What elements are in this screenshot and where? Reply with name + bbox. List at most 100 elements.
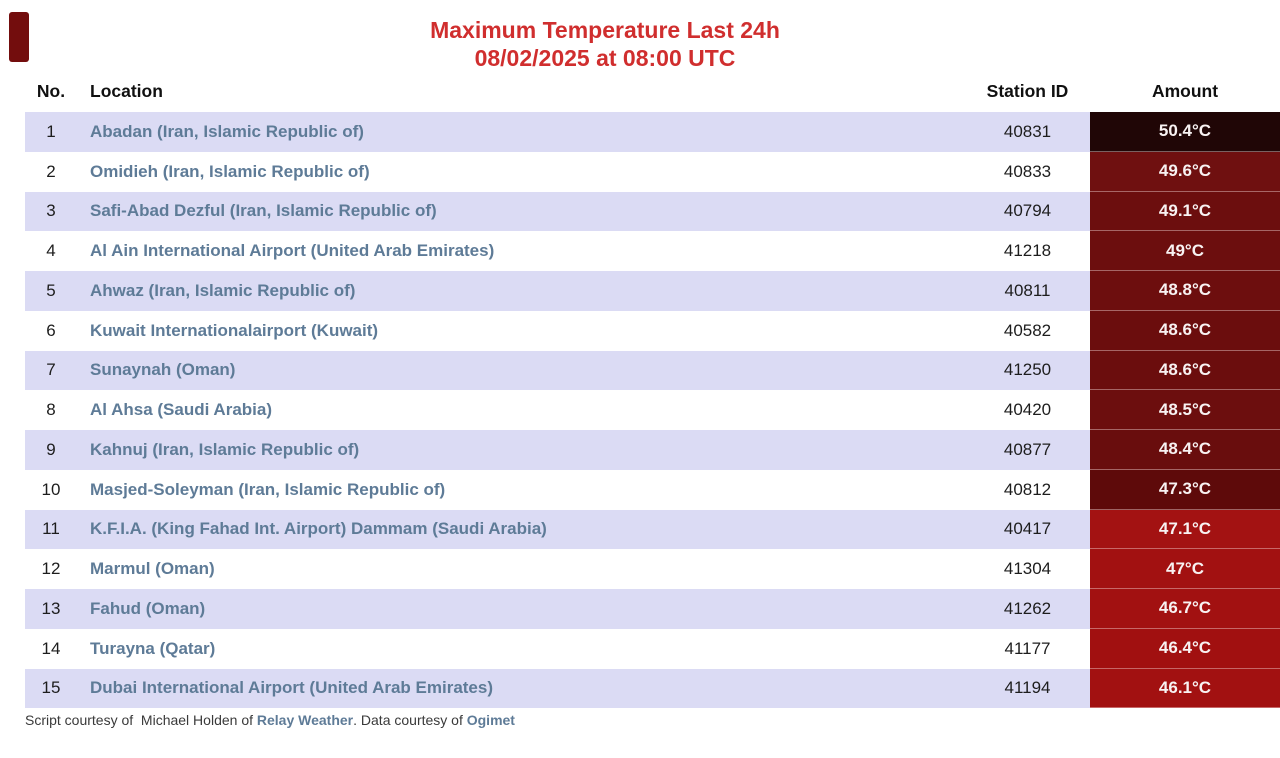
relay-weather-link[interactable]: Relay Weather	[256, 712, 354, 728]
row-stripe	[25, 390, 1090, 430]
column-header-station: Station ID	[986, 81, 1069, 101]
location-link[interactable]: Dubai International Airport (United Arab…	[90, 678, 494, 698]
footer-text-middle: . Data courtesy of	[353, 712, 467, 728]
table-row: 13 Fahud (Oman) 41262 46.7°C	[0, 589, 1280, 629]
amount-badge: 50.4°C	[1090, 112, 1280, 152]
station-id: 40877	[1003, 439, 1052, 459]
table-row: 15 Dubai International Airport (United A…	[0, 668, 1280, 709]
table-body: 1 Abadan (Iran, Islamic Republic of) 408…	[0, 112, 1280, 709]
column-header-amount: Amount	[1151, 81, 1219, 101]
row-number: 14	[41, 638, 61, 658]
row-number: 4	[46, 241, 56, 261]
table-row: 3 Safi-Abad Dezful (Iran, Islamic Republ…	[0, 191, 1280, 232]
row-number: 2	[46, 161, 56, 181]
table-row: 2 Omidieh (Iran, Islamic Republic of) 40…	[0, 151, 1280, 192]
row-stripe	[25, 231, 1090, 271]
amount-badge: 46.7°C	[1090, 589, 1280, 629]
location-link[interactable]: Masjed-Soleyman (Iran, Islamic Republic …	[90, 479, 446, 499]
ogimet-link[interactable]: Ogimet	[466, 712, 515, 728]
location-link[interactable]: Kuwait Internationalairport (Kuwait)	[90, 320, 379, 340]
footer-credits: Script courtesy of Michael Holden of Rel…	[25, 712, 515, 728]
row-stripe	[25, 191, 1090, 232]
amount-badge: 49°C	[1090, 231, 1280, 271]
row-number: 8	[46, 400, 56, 420]
corner-mark	[9, 12, 29, 62]
title-line2: 08/02/2025 at 08:00 UTC	[474, 45, 736, 71]
station-id: 41177	[1004, 638, 1051, 658]
location-link[interactable]: Safi-Abad Dezful (Iran, Islamic Republic…	[90, 201, 437, 221]
station-id: 41218	[1003, 241, 1052, 261]
table-row: 10 Masjed-Soleyman (Iran, Islamic Republ…	[0, 469, 1280, 510]
location-link[interactable]: K.F.I.A. (King Fahad Int. Airport) Damma…	[90, 519, 547, 539]
location-link[interactable]: Turayna (Qatar)	[90, 638, 216, 658]
table-header: No. Location Station ID Amount	[0, 81, 1280, 107]
row-stripe	[25, 350, 1090, 391]
location-link[interactable]: Ahwaz (Iran, Islamic Republic of)	[90, 280, 356, 300]
amount-badge: 47.3°C	[1090, 469, 1280, 510]
amount-badge: 48.4°C	[1090, 430, 1280, 470]
row-stripe	[25, 549, 1090, 589]
location-link[interactable]: Al Ain International Airport (United Ara…	[90, 241, 495, 261]
row-stripe	[25, 628, 1090, 669]
report-title: Maximum Temperature Last 24h 08/02/2025 …	[0, 16, 1210, 72]
station-id: 40811	[1004, 280, 1051, 300]
amount-badge: 46.1°C	[1090, 668, 1280, 709]
amount-badge: 46.4°C	[1090, 628, 1280, 669]
location-link[interactable]: Marmul (Oman)	[90, 559, 215, 579]
table-row: 4 Al Ain International Airport (United A…	[0, 231, 1280, 271]
table-row: 5 Ahwaz (Iran, Islamic Republic of) 4081…	[0, 271, 1280, 311]
amount-badge: 48.6°C	[1090, 350, 1280, 391]
table-row: 6 Kuwait Internationalairport (Kuwait) 4…	[0, 310, 1280, 351]
row-stripe	[25, 589, 1090, 629]
location-link[interactable]: Abadan (Iran, Islamic Republic of)	[90, 121, 364, 141]
station-id: 40420	[1003, 400, 1052, 420]
station-id: 41262	[1003, 598, 1052, 618]
station-id: 40417	[1003, 519, 1052, 539]
station-id: 41194	[1004, 678, 1051, 698]
location-link[interactable]: Fahud (Oman)	[90, 598, 206, 618]
amount-badge: 49.1°C	[1090, 191, 1280, 232]
station-id: 40831	[1003, 121, 1052, 141]
table-row: 7 Sunaynah (Oman) 41250 48.6°C	[0, 350, 1280, 391]
location-link[interactable]: Kahnuj (Iran, Islamic Republic of)	[90, 439, 360, 459]
amount-badge: 47°C	[1090, 549, 1280, 589]
table-row: 12 Marmul (Oman) 41304 47°C	[0, 549, 1280, 589]
row-number: 3	[46, 201, 56, 221]
row-number: 1	[46, 121, 56, 141]
location-link[interactable]: Omidieh (Iran, Islamic Republic of)	[90, 161, 370, 181]
row-number: 5	[46, 280, 56, 300]
row-stripe	[25, 668, 1090, 709]
row-number: 9	[46, 439, 56, 459]
location-link[interactable]: Sunaynah (Oman)	[90, 360, 236, 380]
row-stripe	[25, 469, 1090, 510]
location-link[interactable]: Al Ahsa (Saudi Arabia)	[90, 400, 272, 420]
table-row: 8 Al Ahsa (Saudi Arabia) 40420 48.5°C	[0, 390, 1280, 430]
amount-badge: 48.6°C	[1090, 310, 1280, 351]
table-row: 1 Abadan (Iran, Islamic Republic of) 408…	[0, 112, 1280, 152]
station-id: 41304	[1003, 559, 1052, 579]
row-stripe	[25, 271, 1090, 311]
table-row: 14 Turayna (Qatar) 41177 46.4°C	[0, 628, 1280, 669]
row-stripe	[25, 509, 1090, 550]
row-number: 11	[42, 519, 60, 539]
station-id: 40812	[1003, 479, 1052, 499]
amount-badge: 47.1°C	[1090, 509, 1280, 550]
row-number: 10	[41, 479, 61, 499]
row-number: 13	[41, 598, 61, 618]
station-id: 40833	[1003, 161, 1052, 181]
column-header-location: Location	[90, 81, 163, 101]
row-number: 12	[41, 559, 61, 579]
row-stripe	[25, 112, 1090, 152]
row-number: 15	[41, 678, 61, 698]
amount-badge: 48.8°C	[1090, 271, 1280, 311]
row-stripe	[25, 310, 1090, 351]
footer-text-prefix: Script courtesy of Michael Holden of	[25, 712, 257, 728]
column-header-no: No.	[36, 81, 66, 101]
table-row: 9 Kahnuj (Iran, Islamic Republic of) 408…	[0, 430, 1280, 470]
row-stripe	[25, 430, 1090, 470]
amount-badge: 49.6°C	[1090, 151, 1280, 192]
row-stripe	[25, 151, 1090, 192]
table-row: 11 K.F.I.A. (King Fahad Int. Airport) Da…	[0, 509, 1280, 550]
title-line1: Maximum Temperature Last 24h	[430, 17, 780, 43]
station-id: 40582	[1003, 320, 1052, 340]
